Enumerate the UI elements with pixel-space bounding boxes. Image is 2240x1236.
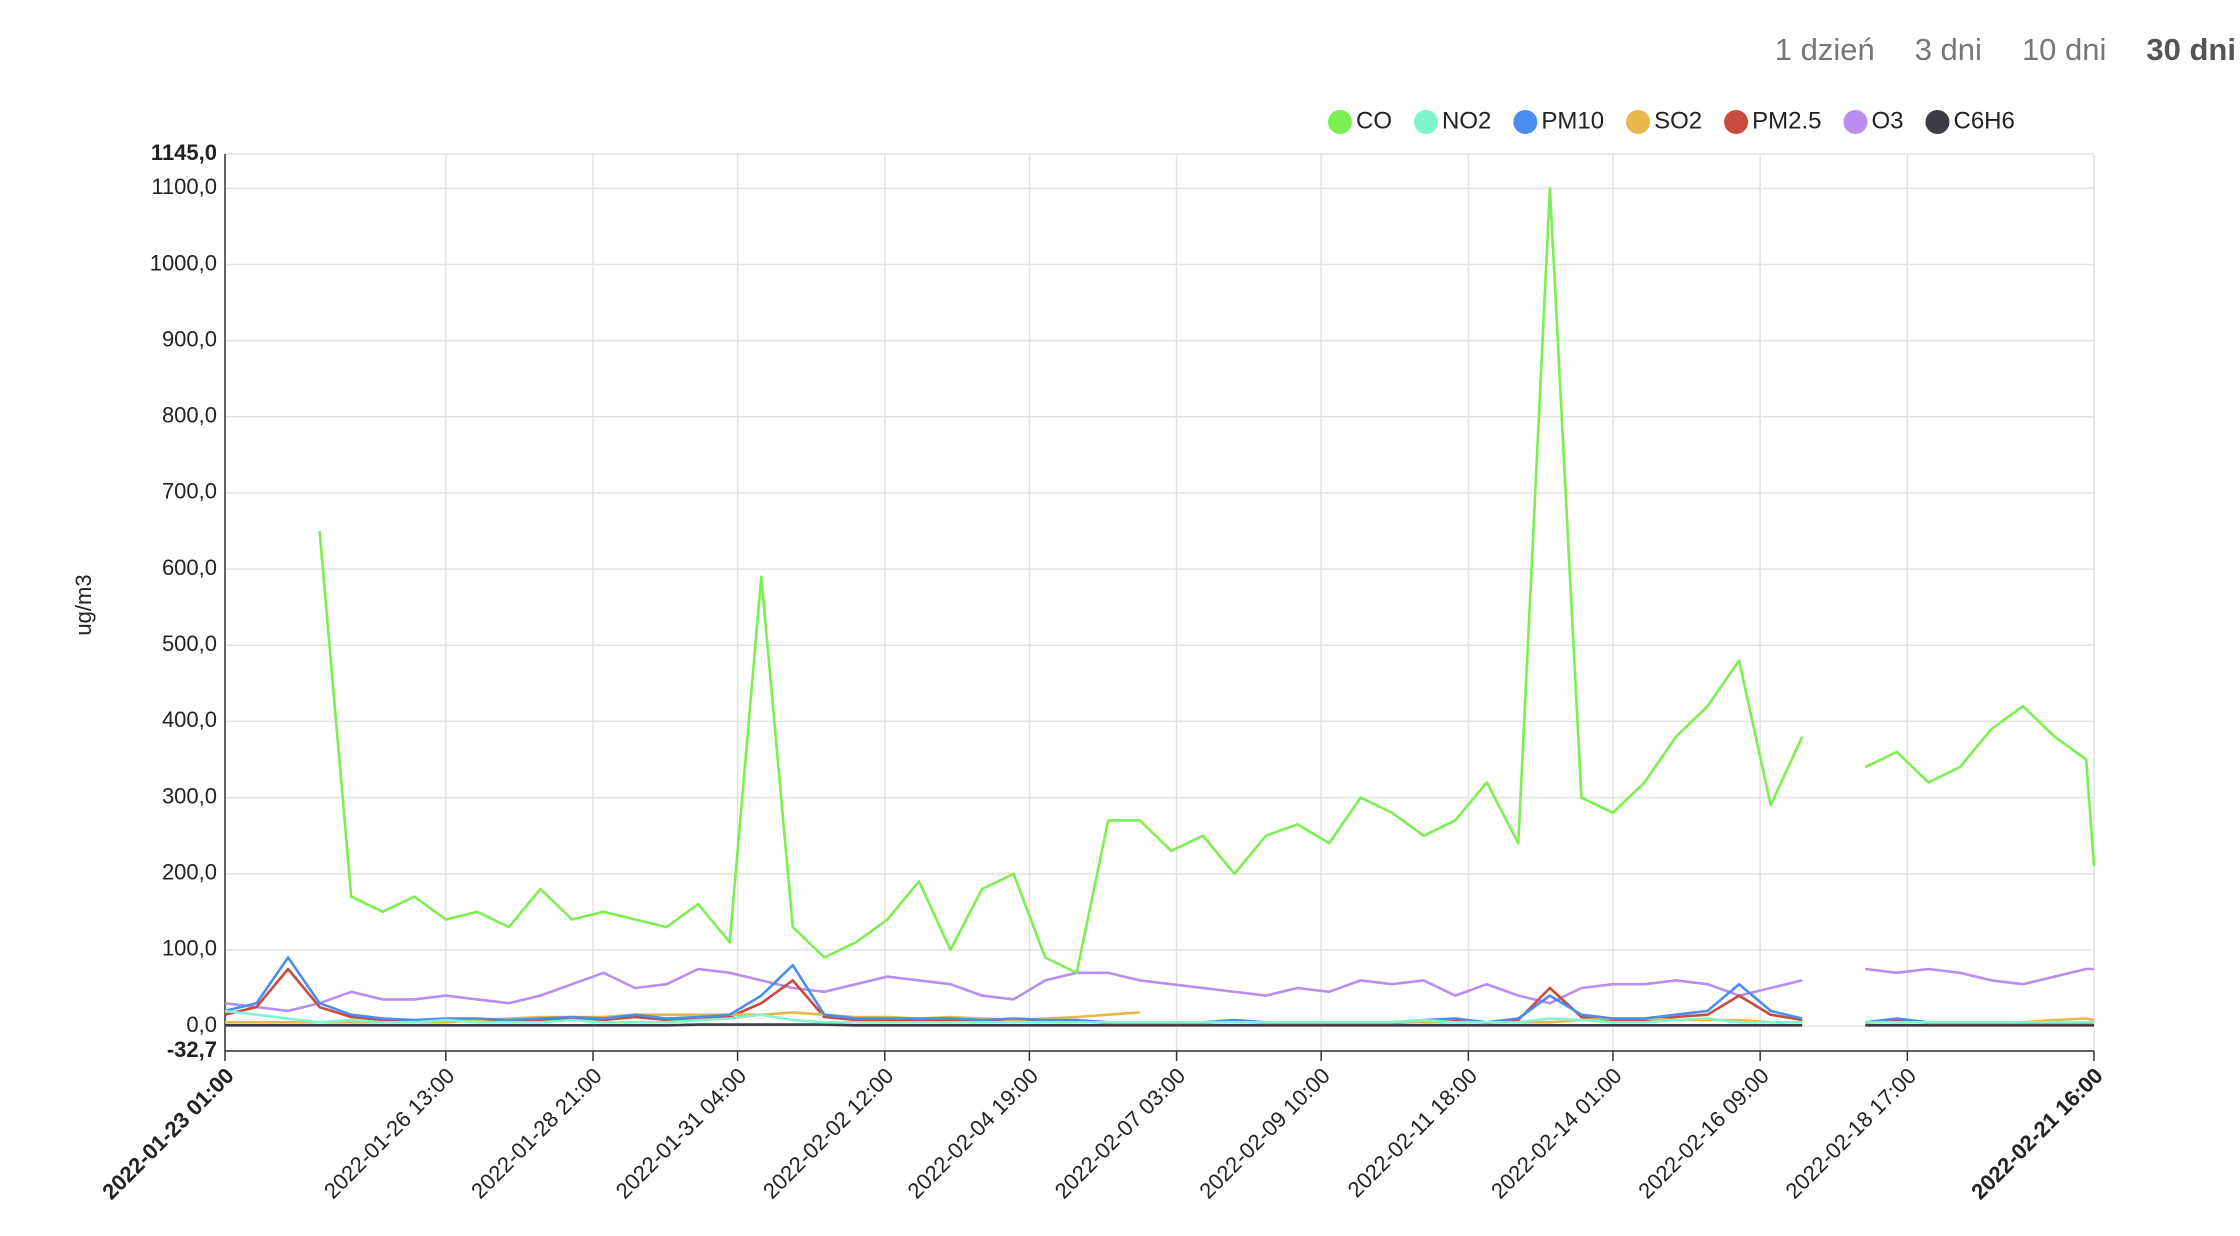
legend-swatch[interactable] xyxy=(1843,110,1868,134)
series-line xyxy=(224,967,2094,1013)
legend-label[interactable]: PM10 xyxy=(1541,107,1604,134)
series-line xyxy=(224,967,2094,1025)
y-tick-label: 400,0 xyxy=(162,707,217,732)
y-tick-label: 900,0 xyxy=(162,326,217,351)
x-tick-label: 2022-02-21 16:00 xyxy=(1966,1063,2107,1204)
legend-swatch[interactable] xyxy=(1513,110,1538,134)
series-line xyxy=(318,187,2096,975)
range-button[interactable]: 10 dni xyxy=(2022,32,2106,67)
legend-swatch[interactable] xyxy=(1626,110,1651,134)
range-button[interactable]: 3 dni xyxy=(1915,32,1982,67)
legend-label[interactable]: CO xyxy=(1356,107,1392,134)
legend-label[interactable]: O3 xyxy=(1871,107,1903,134)
y-tick-label: 1000,0 xyxy=(150,250,217,275)
x-tick-label: 2022-01-23 01:00 xyxy=(97,1063,238,1204)
legend-label[interactable]: C6H6 xyxy=(1953,107,2014,134)
legend-label[interactable]: PM2.5 xyxy=(1752,107,1821,134)
legend-label[interactable]: NO2 xyxy=(1442,107,1491,134)
x-tick-label: 2022-02-18 17:00 xyxy=(1781,1063,1922,1204)
y-tick-label: 1100,0 xyxy=(151,174,217,199)
y-tick-label: 200,0 xyxy=(162,860,217,885)
range-button[interactable]: 1 dzień xyxy=(1775,32,1875,67)
y-tick-label: 1145,0 xyxy=(151,140,217,165)
y-tick-label: 800,0 xyxy=(162,403,217,428)
x-tick-label: 2022-02-11 18:00 xyxy=(1343,1063,1482,1202)
range-button[interactable]: 30 dni xyxy=(2146,32,2236,67)
legend-swatch[interactable] xyxy=(1328,110,1352,134)
y-tick-label: 0,0 xyxy=(186,1012,217,1037)
y-tick-label: 100,0 xyxy=(162,936,217,961)
legend-swatch[interactable] xyxy=(1925,110,1950,134)
x-tick-label: 2022-02-07 03:00 xyxy=(1050,1063,1191,1204)
series-line xyxy=(224,956,2094,1024)
y-tick-label: 300,0 xyxy=(162,783,217,808)
x-tick-label: 2022-02-14 01:00 xyxy=(1486,1063,1627,1204)
y-tick-label: 700,0 xyxy=(162,479,217,504)
y-tick-label: -32,7 xyxy=(167,1037,217,1062)
x-tick-label: 2022-01-28 21:00 xyxy=(466,1063,607,1204)
legend-label[interactable]: SO2 xyxy=(1654,107,1702,134)
x-tick-label: 2022-01-26 13:00 xyxy=(319,1063,460,1204)
series-line xyxy=(224,1009,2094,1024)
y-tick-label: 600,0 xyxy=(162,555,217,580)
x-tick-label: 2022-01-31 04:00 xyxy=(611,1063,752,1204)
x-tick-label: 2022-02-02 12:00 xyxy=(758,1063,899,1204)
x-tick-label: 2022-02-09 10:00 xyxy=(1194,1063,1335,1204)
x-tick-label: 2022-02-04 19:00 xyxy=(903,1063,1044,1204)
y-tick-label: 500,0 xyxy=(162,631,217,656)
series-line xyxy=(225,1023,2094,1027)
y-axis-label: ug/m3 xyxy=(71,574,96,635)
legend-swatch[interactable] xyxy=(1414,110,1438,134)
x-tick-label: 2022-02-16 09:00 xyxy=(1633,1063,1774,1204)
legend-swatch[interactable] xyxy=(1724,110,1749,134)
